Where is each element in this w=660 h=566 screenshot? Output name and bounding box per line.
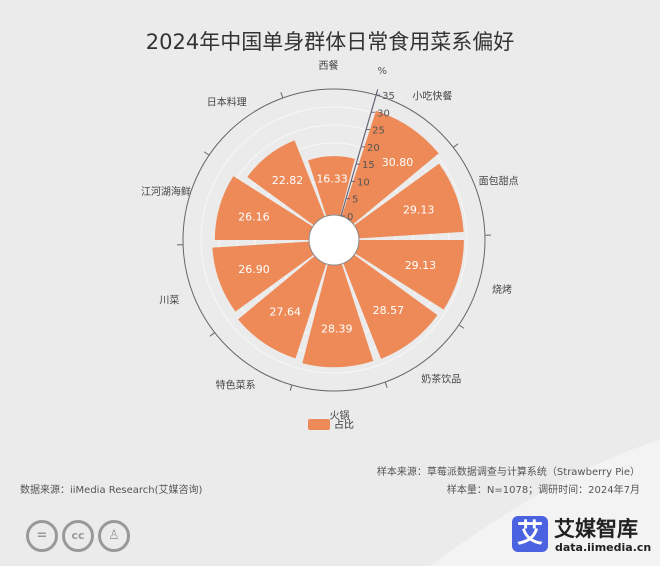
background-swoosh <box>430 440 660 566</box>
legend-swatch <box>308 419 330 430</box>
data-label: 28.39 <box>321 322 353 335</box>
angle-tick <box>280 92 284 99</box>
sample-info: 样本量：N=1078；调研时间：2024年7月 <box>446 485 640 496</box>
radial-tick-label: 5 <box>352 195 358 206</box>
data-label: 22.82 <box>272 174 304 187</box>
category-label: 特色菜系 <box>216 379 256 392</box>
bar-特色菜系 <box>238 255 327 359</box>
radial-tick-label: 0 <box>347 212 353 223</box>
bar-烧烤 <box>355 240 464 310</box>
radial-tick-label: 25 <box>372 126 385 137</box>
bar-奶茶饮品 <box>343 254 438 359</box>
data-source: 数据来源：iiMedia Research(艾媒咨询) <box>20 485 203 496</box>
category-label: 奶茶饮品 <box>421 372 461 385</box>
grid-circle <box>200 106 468 374</box>
data-label: 26.90 <box>238 263 270 276</box>
angle-tick <box>458 324 465 329</box>
radial-tick-label: 20 <box>367 143 380 154</box>
angle-tick <box>209 332 215 337</box>
category-label: 日本料理 <box>207 96 247 109</box>
category-label: 烧烤 <box>492 283 512 296</box>
angle-tick <box>289 384 293 391</box>
data-label: 30.80 <box>382 156 414 169</box>
iimedia-logo: 艾 <box>512 516 548 552</box>
radial-unit: % <box>378 66 388 77</box>
center-hole <box>308 214 360 266</box>
category-label: 火锅 <box>329 410 349 422</box>
category-label: 西餐 <box>319 59 339 72</box>
category-label: 小吃快餐 <box>412 89 452 102</box>
category-label: 江河湖海鲜 <box>141 185 191 198</box>
cc-icon: cc <box>62 520 94 552</box>
cc-by-icon: ♙ <box>98 520 130 552</box>
angle-tick <box>453 143 459 148</box>
data-label: 29.13 <box>405 259 437 272</box>
bar-火锅 <box>302 263 374 368</box>
cc-nd-icon: = <box>26 520 58 552</box>
bar-江河湖海鲜 <box>214 176 313 240</box>
data-label: 27.64 <box>270 306 302 319</box>
radial-tick-label: 10 <box>357 177 370 188</box>
radial-tick-label: 30 <box>377 108 390 119</box>
bar-川菜 <box>212 241 314 312</box>
outer-ring <box>182 88 486 392</box>
chart-title: 2024年中国单身群体日常食用菜系偏好 <box>145 30 515 54</box>
data-label: 16.33 <box>316 173 348 186</box>
bar-日本料理 <box>247 140 325 226</box>
data-label: 29.13 <box>403 204 435 217</box>
bar-西餐 <box>308 156 355 217</box>
radial-tick-label: 15 <box>362 160 375 171</box>
brand-url: data.iimedia.cn <box>555 541 652 554</box>
legend-label: 占比 <box>334 418 354 431</box>
brand-name: 艾媒智库 <box>554 517 638 541</box>
angle-tick <box>203 151 210 156</box>
bar-小吃快餐 <box>341 110 439 225</box>
data-label: 28.57 <box>373 304 405 317</box>
category-label: 川菜 <box>159 294 179 306</box>
sample-source: 样本来源：草莓派数据调查与计算系统（Strawberry Pie） <box>376 467 640 478</box>
category-label: 面包甜点 <box>479 175 519 188</box>
data-label: 26.16 <box>238 211 270 224</box>
radial-tick-label: 35 <box>382 91 395 102</box>
bar-面包甜点 <box>354 163 464 239</box>
angle-tick <box>384 381 388 388</box>
